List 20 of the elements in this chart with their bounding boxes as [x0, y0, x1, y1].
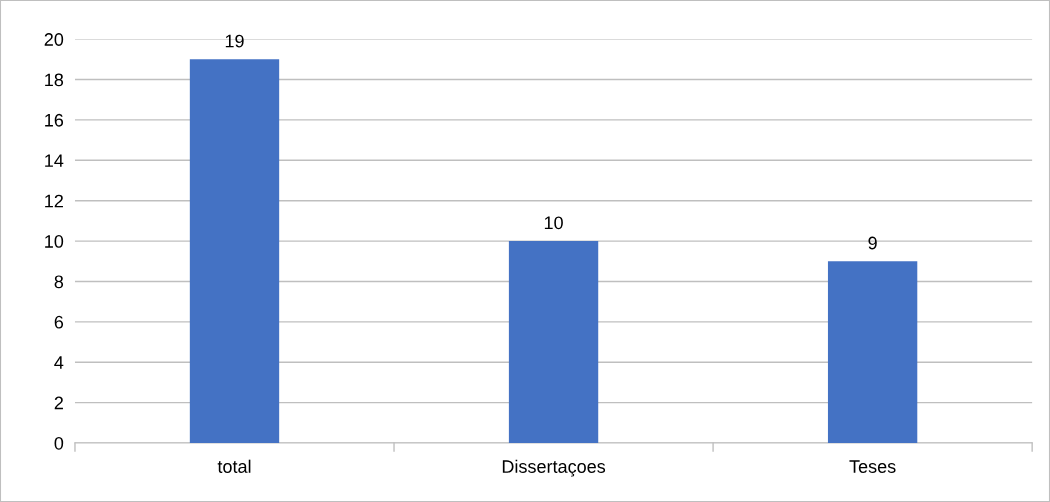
y-tick-label: 14 [45, 154, 64, 167]
y-tick-label: 18 [45, 73, 64, 87]
data-label: 10 [544, 216, 563, 230]
bar [189, 59, 280, 444]
y-tick-label: 0 [54, 436, 64, 450]
y-tick-label: 12 [45, 194, 63, 208]
x-tick-label: Teses [849, 460, 896, 473]
y-tick-label: 4 [54, 356, 64, 369]
y-tick-label: 6 [54, 315, 64, 329]
x-tick-label: Dissertaçoes [502, 459, 606, 477]
y-tick-label: 20 [44, 33, 64, 46]
y-tick-label: 8 [54, 275, 64, 289]
bar [827, 261, 918, 444]
x-tick-label: total [217, 459, 251, 473]
y-tick-label: 10 [45, 235, 64, 248]
y-tick-label: 2 [54, 396, 63, 410]
y-tick-label: 16 [45, 113, 64, 127]
data-label: 19 [225, 34, 244, 48]
bar [508, 241, 599, 444]
data-label: 9 [868, 236, 877, 250]
